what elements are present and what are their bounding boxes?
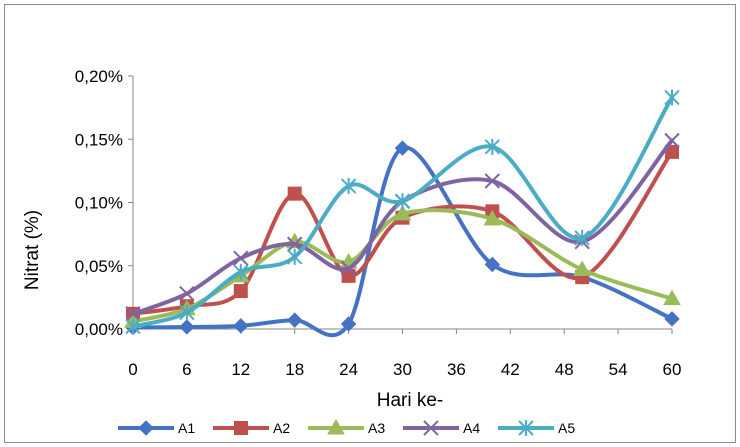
legend-item-a1: A1 [118,420,195,436]
data-point-a4 [340,260,357,276]
data-point-a5 [484,138,501,155]
data-point-a5 [664,89,680,106]
x-tick-label: 48 [555,360,574,379]
data-point-a5 [394,193,411,210]
legend-item-a3: A3 [308,418,385,436]
data-point-a1 [179,319,195,335]
x-tick-label: 18 [285,360,304,379]
plot-area: 0,00% 0,05% 0,10% 0,15% 0,20% 0 6 12 18 24 30 36 42 4… [75,67,682,379]
data-point-a5 [179,304,195,321]
legend-label-a1: A1 [178,420,195,436]
data-point-a5 [286,248,303,265]
data-point-a2 [233,284,248,299]
y-tick-label: 0,20% [75,67,123,86]
x-tick-label: 12 [231,360,250,379]
legend-label-a3: A3 [368,420,385,436]
data-point-a1 [233,318,249,334]
legend-marker-a2 [234,421,248,435]
data-point-a1 [340,316,357,332]
x-tick-label: 42 [501,360,520,379]
x-tick-label: 24 [339,360,358,379]
data-point-a5 [340,178,357,195]
x-tick-label: 60 [663,360,682,379]
legend-marker-a1 [138,420,154,436]
data-point-a4 [179,285,195,302]
y-tick-label: 0,10% [75,194,123,213]
y-tick-label: 0,00% [75,320,123,339]
x-tick-label: 36 [447,360,466,379]
data-point-a1 [664,311,680,327]
legend-marker-a3 [327,418,345,435]
legend-label-a2: A2 [273,420,290,436]
x-tick-label: 54 [609,360,628,379]
y-axis-title: Nitrat (%) [22,210,43,290]
data-point-a3 [483,209,502,226]
data-point-a4 [664,132,680,149]
data-point-a3 [573,260,592,277]
x-tick-label: 30 [393,360,412,379]
legend-marker-a5 [518,420,534,436]
data-point-a2 [287,186,302,201]
data-point-a5 [233,264,249,281]
legend: A1 A2 A3 A4 A5 [118,418,575,436]
data-point-a3 [663,289,681,306]
data-point-a3 [393,204,412,221]
x-tick-label: 6 [182,360,191,379]
legend-item-a2: A2 [213,420,290,436]
y-tick-label: 0,15% [75,130,123,149]
legend-label-a5: A5 [558,420,575,436]
data-point-a5 [574,229,590,246]
legend-marker-a4 [423,420,439,436]
legend-label-a4: A4 [463,420,480,436]
legend-item-a4: A4 [403,420,480,436]
data-point-a1 [286,312,303,328]
data-point-a1 [484,256,501,273]
chart-border [4,4,736,443]
legend-item-a5: A5 [498,420,575,436]
x-axis-title: Hari ke- [377,390,444,411]
x-tick-label: 0 [128,360,137,379]
y-tick-label: 0,05% [75,257,123,276]
data-point-a4 [286,236,303,252]
series-a5 [125,89,680,335]
data-point-a2 [341,268,356,283]
data-point-a1 [394,140,411,156]
data-point-a4 [233,250,249,266]
data-point-a4 [484,173,501,189]
data-point-a4 [125,306,141,322]
data-point-a5 [125,318,141,335]
